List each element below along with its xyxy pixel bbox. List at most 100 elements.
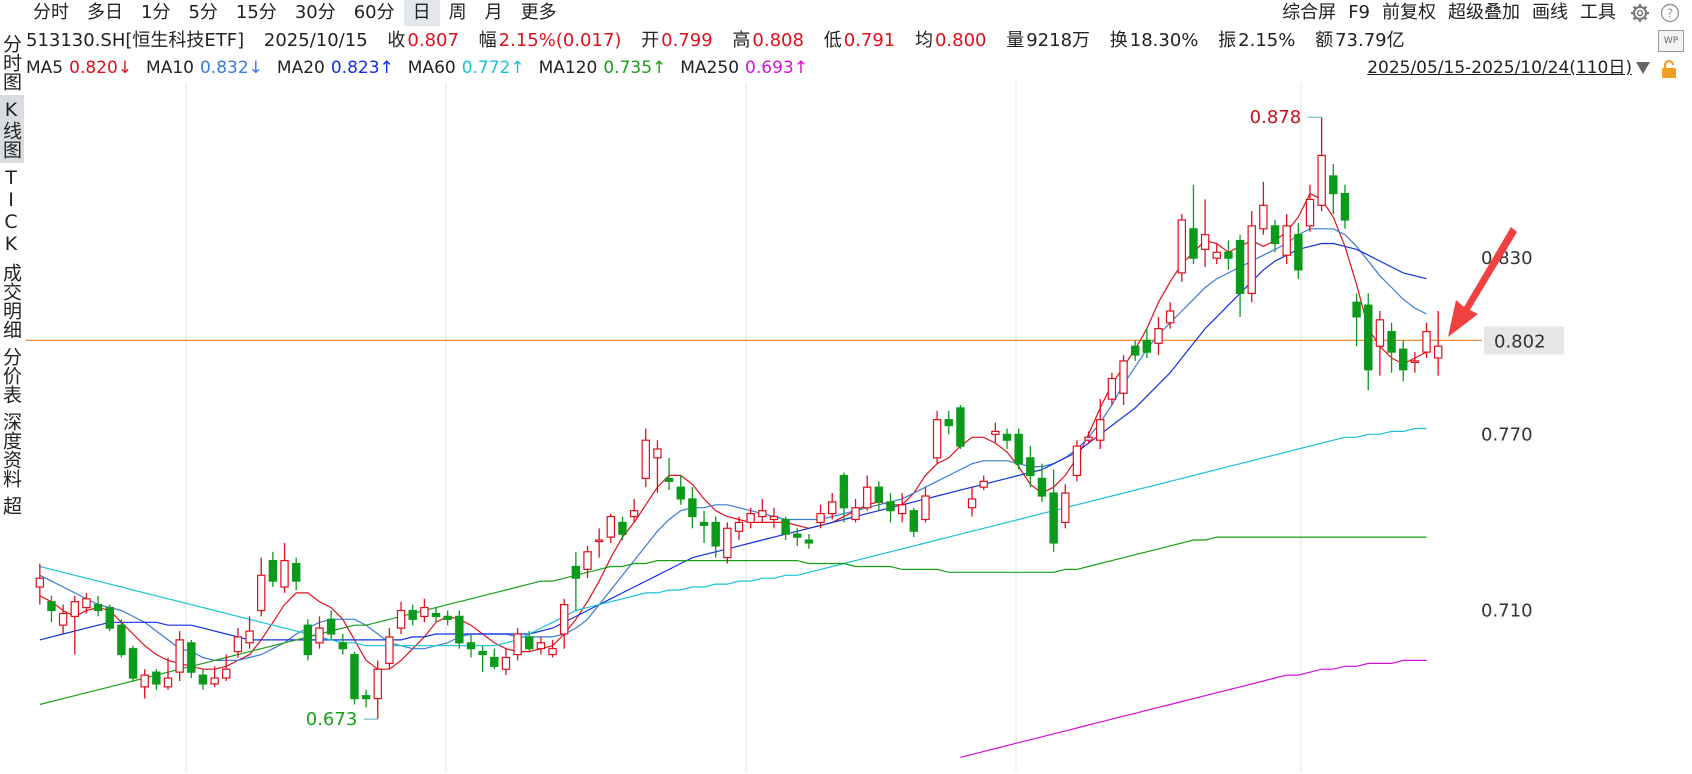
- candle-body: [828, 501, 837, 515]
- candle-body: [851, 507, 860, 521]
- y-tick-label: 0.770: [1481, 424, 1533, 445]
- ma-legend: MA5 0.820↓ MA10 0.832↓ MA20 0.823↑ MA60 0.772↑ M…: [26, 55, 822, 81]
- tab-period-10[interactable]: 更多: [520, 2, 557, 23]
- candle-body: [1259, 204, 1268, 230]
- close-value: 0.807: [407, 30, 459, 51]
- date-range[interactable]: 2025/05/15-2025/10/24(110日): [1367, 58, 1632, 78]
- composite-screen-button[interactable]: 综合屏: [1282, 2, 1337, 23]
- candle-body: [210, 677, 219, 685]
- price-tag-label: 0.802: [1494, 331, 1546, 352]
- candle-body: [1154, 328, 1163, 344]
- left-sidebar: 分时图 K线图 TICK 成交明细分价表深度资料超: [0, 30, 24, 519]
- sidebar-item-2[interactable]: TICK: [0, 167, 22, 255]
- candle-body: [257, 574, 266, 612]
- candle-body: [594, 539, 604, 543]
- candle-body: [82, 598, 91, 609]
- super-overlay-button[interactable]: 超级叠加: [1448, 2, 1520, 23]
- caret-down-icon[interactable]: [1636, 62, 1650, 74]
- ma-legend-value: 0.735: [603, 58, 653, 78]
- candle-body: [862, 486, 872, 509]
- turnover-value: 18.30%: [1129, 30, 1199, 51]
- tab-period-1[interactable]: 多日: [87, 2, 123, 23]
- candle-body: [1247, 225, 1256, 295]
- f9-button[interactable]: F9: [1348, 2, 1370, 23]
- wp-icon[interactable]: WP: [1658, 30, 1684, 52]
- candle-body: [466, 642, 476, 650]
- candle-body: [1072, 445, 1082, 477]
- candle-body: [1200, 234, 1210, 250]
- change-label: 幅: [478, 30, 497, 51]
- candle-body: [420, 606, 429, 617]
- candle-body: [187, 642, 196, 673]
- ma-legend-arrow: ↑: [510, 58, 525, 78]
- candle-body: [559, 604, 569, 635]
- candle-body: [1119, 360, 1128, 394]
- period-tabs: 分时 多日 1分 5分 15分 30分 60分日周月更多: [24, 0, 566, 26]
- ma-legend-value: 0.832: [199, 58, 249, 78]
- forward-adjust-button[interactable]: 前复权: [1382, 2, 1436, 23]
- candle-body: [1212, 251, 1221, 259]
- candle-body: [641, 439, 650, 479]
- tab-period-5[interactable]: 30分: [294, 2, 336, 23]
- high-label: 高: [732, 30, 751, 51]
- gear-icon[interactable]: [1628, 1, 1652, 25]
- tools-button[interactable]: 工具: [1580, 2, 1616, 23]
- tab-period-6[interactable]: 60分: [353, 2, 395, 23]
- ma-legend-name: MA5: [26, 58, 64, 78]
- tab-period-2[interactable]: 1分: [141, 2, 171, 23]
- sidebar-item-0[interactable]: 分时图: [0, 34, 22, 91]
- tab-period-7[interactable]: 日: [403, 0, 440, 26]
- candle-body: [233, 636, 243, 653]
- sidebar-item-1[interactable]: K线图: [0, 95, 24, 163]
- candle-body: [1364, 304, 1373, 371]
- candle-body: [1224, 251, 1233, 259]
- candle-body: [1375, 319, 1385, 347]
- candle-body: [1107, 377, 1117, 400]
- drawing-button[interactable]: 画线: [1532, 2, 1568, 23]
- candle-body: [676, 486, 685, 500]
- ma-line-ma250: [960, 659, 1427, 758]
- candle-body: [769, 515, 779, 521]
- candle-body: [280, 559, 289, 588]
- amount-value: 73.79亿: [1335, 30, 1405, 51]
- tab-period-3[interactable]: 5分: [188, 2, 218, 23]
- tab-period-9[interactable]: 月: [484, 2, 503, 23]
- ma-legend-value: 0.772: [461, 58, 511, 78]
- candle-body: [455, 615, 464, 644]
- lock-icon[interactable]: [1658, 58, 1680, 80]
- sidebar-item-6[interactable]: 超: [0, 496, 22, 515]
- tab-period-0[interactable]: 分时: [33, 2, 69, 23]
- ma-line-ma60: [39, 427, 1427, 647]
- ma-legend-name: MA250: [680, 58, 740, 78]
- sidebar-item-4[interactable]: 分价表: [0, 347, 22, 404]
- ma-line-ma10: [39, 228, 1427, 661]
- tab-period-8[interactable]: 周: [448, 2, 467, 23]
- candle-body: [152, 671, 161, 685]
- candle-body: [338, 642, 348, 650]
- candle-body: [793, 533, 802, 538]
- candle-body: [583, 551, 592, 571]
- sidebar-item-5[interactable]: 深度资料: [0, 412, 22, 488]
- candle-body: [1061, 492, 1070, 524]
- turnover-label: 换: [1109, 30, 1128, 51]
- candle-body: [921, 495, 930, 521]
- candle-body: [536, 642, 546, 650]
- top-toolbar: 分时 多日 1分 5分 15分 30分 60分日周月更多 综合屏 F9 前复权 超级叠加 画…: [0, 0, 1692, 26]
- max-price-label: 0.878: [1250, 107, 1302, 128]
- min-price-label: 0.673: [306, 709, 358, 730]
- tab-period-4[interactable]: 15分: [235, 2, 277, 23]
- sidebar-item-3[interactable]: 成交明细: [0, 263, 22, 339]
- annotation-arrow: [1448, 227, 1517, 337]
- candle-body: [629, 510, 639, 518]
- question-icon[interactable]: ?: [1658, 1, 1682, 25]
- ma-legend-arrow: ↑: [793, 58, 808, 78]
- candle-body: [58, 612, 68, 626]
- candle-body: [1329, 175, 1338, 195]
- open-label: 开: [641, 30, 660, 51]
- high-value: 0.808: [752, 30, 804, 51]
- volume-label: 量: [1006, 30, 1025, 51]
- candle-body: [117, 624, 126, 656]
- candle-body: [443, 615, 452, 620]
- candle-body: [291, 562, 301, 582]
